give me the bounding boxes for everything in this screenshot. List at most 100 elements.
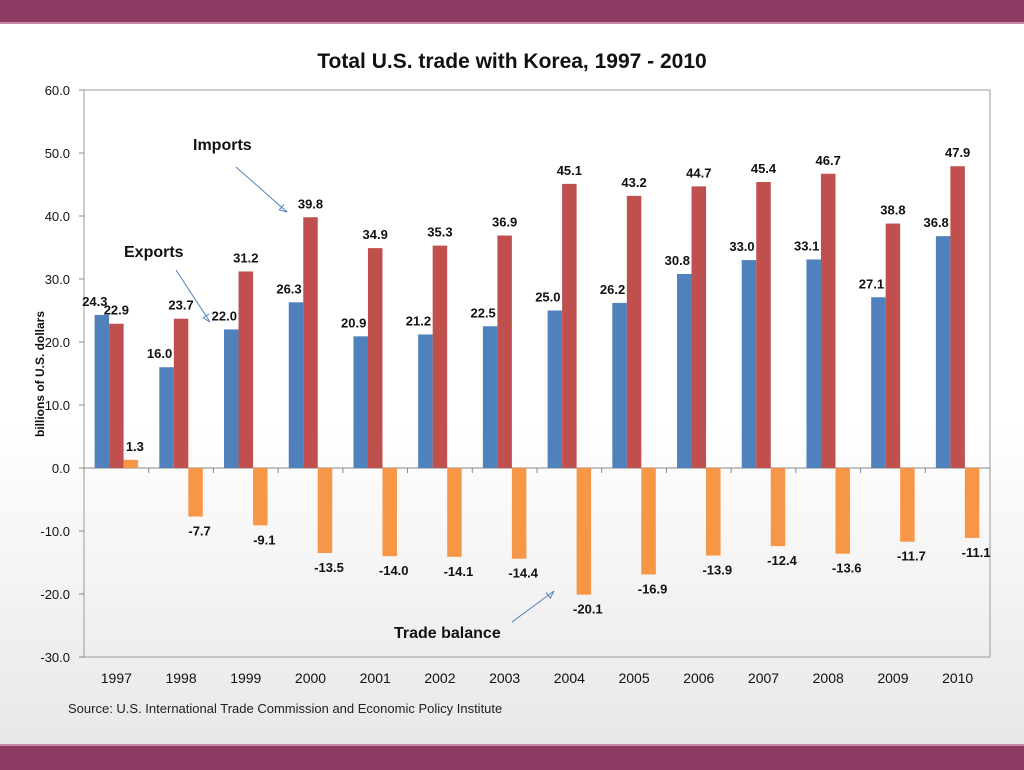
balance-bar <box>900 468 915 542</box>
x-tick-label: 1998 <box>165 670 196 686</box>
exports-bar <box>871 297 886 468</box>
exports-bar <box>418 334 433 468</box>
exports-bar <box>159 367 174 468</box>
imports-label: 39.8 <box>298 196 323 211</box>
imports-bar <box>238 271 254 468</box>
x-tick-label: 2003 <box>489 670 520 686</box>
imports-bar <box>497 235 512 468</box>
balance-bar <box>770 468 786 547</box>
exports-arrow-head <box>202 313 211 323</box>
source-note: Source: U.S. International Trade Commiss… <box>68 701 503 716</box>
imports-annotation: Imports <box>193 137 252 154</box>
imports-label: 45.4 <box>751 161 777 176</box>
x-tick-label: 2004 <box>554 670 585 686</box>
exports-bar <box>224 329 239 468</box>
top-band <box>0 0 1024 24</box>
imports-bar <box>109 323 124 468</box>
y-axis-label: billions of U.S. dollars <box>33 311 47 437</box>
balance-label: -13.5 <box>314 560 344 575</box>
balance-label: -14.4 <box>508 566 538 581</box>
imports-label: 36.9 <box>492 215 517 230</box>
imports-bar <box>950 166 965 469</box>
imports-bar <box>626 195 642 468</box>
chart-title: Total U.S. trade with Korea, 1997 - 2010 <box>317 50 706 73</box>
imports-label: 45.1 <box>557 163 582 178</box>
balance-bar <box>964 468 980 538</box>
y-tick-label: 20.0 <box>45 335 70 350</box>
imports-bar <box>367 248 383 468</box>
y-tick-label: 50.0 <box>45 146 70 161</box>
exports-label: 22.5 <box>470 305 495 320</box>
exports-bar <box>935 236 951 468</box>
y-tick-label: 10.0 <box>45 398 70 413</box>
imports-label: 22.9 <box>104 303 129 318</box>
balance-label: -14.0 <box>379 563 409 578</box>
exports-label: 24.3 <box>82 294 107 309</box>
imports-bar <box>303 217 318 468</box>
exports-label: 27.1 <box>859 276 884 291</box>
exports-label: 33.0 <box>729 239 754 254</box>
imports-label: 38.8 <box>880 203 905 218</box>
exports-label: 26.3 <box>276 281 301 296</box>
x-tick-label: 2010 <box>942 670 973 686</box>
exports-label: 33.1 <box>794 238 819 253</box>
y-tick-label: 60.0 <box>45 83 70 98</box>
balance-label: -9.1 <box>253 532 275 547</box>
exports-bar <box>612 302 627 468</box>
x-tick-label: 2007 <box>748 670 779 686</box>
y-tick-label: -30.0 <box>40 650 70 665</box>
exports-bar <box>94 314 110 468</box>
x-tick-label: 2006 <box>683 670 714 686</box>
exports-label: 21.2 <box>406 313 431 328</box>
exports-label: 36.8 <box>923 215 948 230</box>
balance-bar <box>511 468 527 559</box>
imports-bar <box>820 173 836 469</box>
imports-bar <box>691 186 707 468</box>
exports-bar <box>353 336 368 468</box>
balance-bar <box>447 468 462 557</box>
exports-label: 22.0 <box>212 308 237 323</box>
balance-label: -13.9 <box>702 563 732 578</box>
x-tick-label: 1997 <box>101 670 132 686</box>
balance-label: -16.9 <box>638 581 668 596</box>
exports-label: 25.0 <box>535 290 560 305</box>
exports-label: 20.9 <box>341 315 366 330</box>
trade-balance-arrow-head <box>545 590 555 600</box>
balance-label: -20.1 <box>573 602 603 617</box>
x-tick-label: 2009 <box>877 670 908 686</box>
balance-bar <box>188 468 203 517</box>
exports-bar <box>547 310 563 468</box>
y-tick-label: 0.0 <box>52 461 70 476</box>
balance-bar <box>253 468 268 526</box>
imports-label: 44.7 <box>686 165 711 180</box>
imports-arrow <box>235 166 288 213</box>
exports-bar <box>806 259 821 468</box>
imports-bar <box>432 245 448 468</box>
balance-label: -14.1 <box>444 564 474 579</box>
y-tick-label: 30.0 <box>45 272 70 287</box>
x-tick-label: 1999 <box>230 670 261 686</box>
exports-label: 16.0 <box>147 346 172 361</box>
imports-bar <box>173 318 189 468</box>
imports-label: 47.9 <box>945 145 970 160</box>
plot-area <box>83 89 991 658</box>
balance-label: -11.7 <box>897 549 926 564</box>
exports-arrow <box>175 269 211 323</box>
exports-label: 26.2 <box>600 282 625 297</box>
y-tick-label: 40.0 <box>45 209 70 224</box>
exports-bar <box>677 273 692 468</box>
x-tick-label: 2008 <box>813 670 844 686</box>
x-tick-label: 2005 <box>618 670 649 686</box>
balance-bar <box>317 468 333 554</box>
balance-bar <box>576 468 592 595</box>
imports-label: 23.7 <box>168 298 193 313</box>
exports-annotation: Exports <box>124 244 184 261</box>
exports-bar <box>288 302 304 468</box>
imports-arrow-head <box>278 204 288 213</box>
balance-bar <box>706 468 721 556</box>
y-tick-label: -20.0 <box>40 587 70 602</box>
trade-balance-annotation: Trade balance <box>394 625 501 642</box>
imports-label: 34.9 <box>363 227 388 242</box>
balance-bar <box>835 468 850 554</box>
